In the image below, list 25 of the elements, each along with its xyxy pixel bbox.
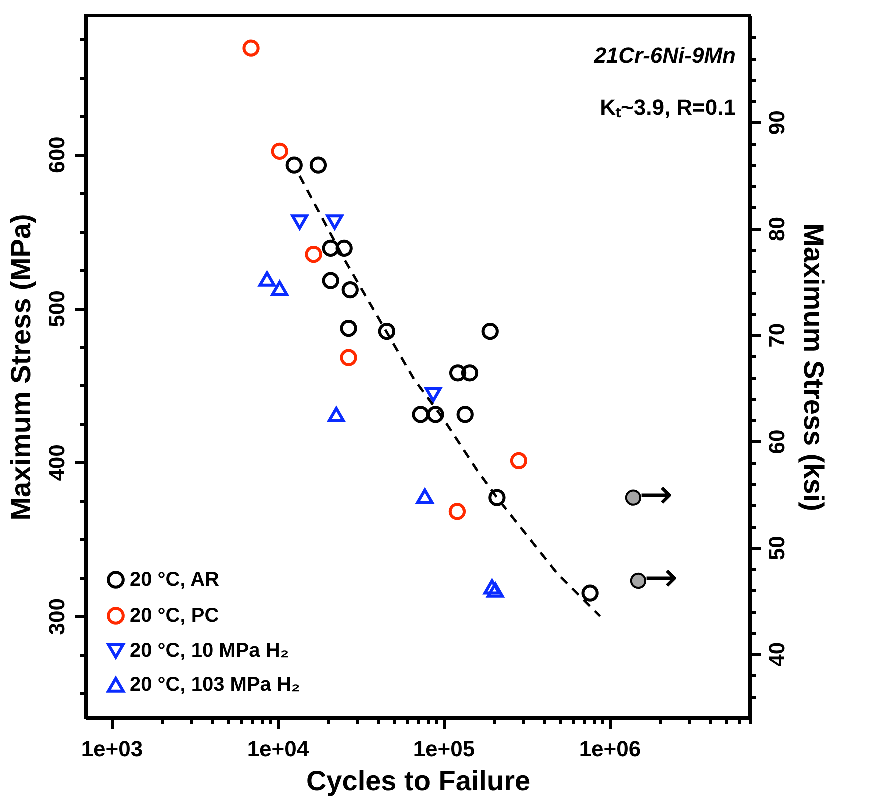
- x-tick-label: 1e+06: [579, 736, 642, 762]
- y2-axis-title: Maximum Stress (ksi): [798, 224, 830, 512]
- y2-tick-label: 70: [764, 323, 790, 348]
- y-tick-label: 600: [44, 136, 70, 174]
- y-tick-label: 500: [44, 290, 70, 328]
- annotation: →: [639, 472, 673, 518]
- x-tick-label: 1e+03: [81, 736, 144, 762]
- legend-label: 20 °C, PC: [130, 605, 220, 627]
- annotation: 21Cr-6Ni-9Mn: [593, 43, 736, 68]
- y2-tick-label: 50: [764, 536, 790, 561]
- annotation: Kₜ~3.9, R=0.1: [600, 95, 736, 120]
- y-axis-title: Maximum Stress (MPa): [6, 214, 36, 521]
- legend-label: 20 °C, 10 MPa H₂: [130, 640, 290, 662]
- y-tick-label: 300: [44, 598, 70, 636]
- y2-tick-label: 40: [764, 642, 790, 667]
- legend-label: 20 °C, AR: [130, 569, 220, 591]
- x-axis-title: Cycles to Failure: [306, 766, 531, 796]
- annotation: →: [644, 554, 678, 601]
- y2-tick-label: 80: [764, 216, 790, 242]
- x-tick-label: 1e+05: [413, 736, 476, 762]
- y2-tick-label: 90: [764, 110, 790, 136]
- y2-tick-label: 60: [764, 430, 790, 454]
- y-tick-label: 400: [44, 444, 70, 482]
- legend-label: 20 °C, 103 MPa H₂: [130, 674, 300, 696]
- x-tick-label: 1e+04: [247, 736, 310, 762]
